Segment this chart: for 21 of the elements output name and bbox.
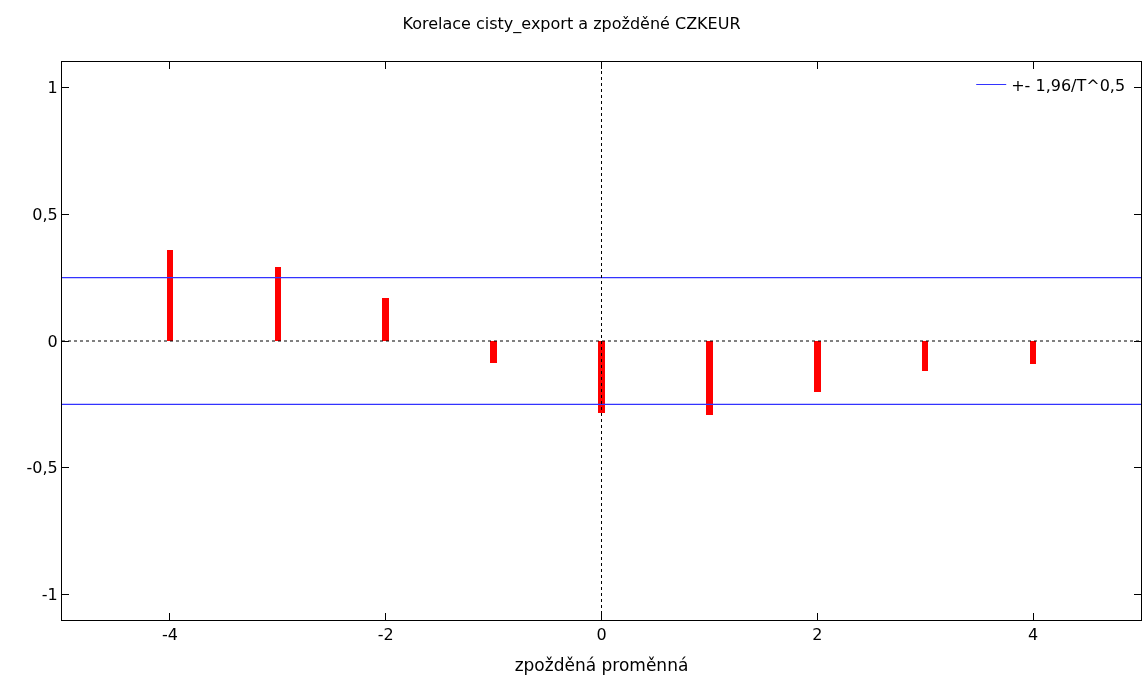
bar — [275, 267, 281, 341]
bar — [1030, 341, 1036, 364]
x-tick-label: 0 — [596, 625, 607, 645]
y-tick-label: -1 — [41, 585, 58, 605]
x-tick-label: -2 — [377, 625, 394, 645]
x-axis-title: zpožděná proměnná — [514, 654, 689, 675]
bar — [490, 341, 497, 363]
y-tick-label: 0 — [47, 331, 58, 351]
x-tick-label: -4 — [161, 625, 178, 645]
legend-label: +- 1,96/T^0,5 — [1011, 75, 1126, 95]
x-tick-label: 4 — [1028, 625, 1039, 645]
y-tick-label: -0,5 — [26, 458, 58, 478]
bar — [706, 341, 713, 415]
x-tick-label: 2 — [812, 625, 823, 645]
bar — [167, 250, 173, 341]
y-tick-label: 1 — [47, 77, 58, 97]
y-tick-label: 0,5 — [32, 204, 58, 224]
bar — [382, 298, 389, 341]
chart-title: Korelace cisty_export a zpožděné CZKEUR — [402, 13, 741, 34]
bar — [922, 341, 928, 371]
bar — [814, 341, 821, 392]
